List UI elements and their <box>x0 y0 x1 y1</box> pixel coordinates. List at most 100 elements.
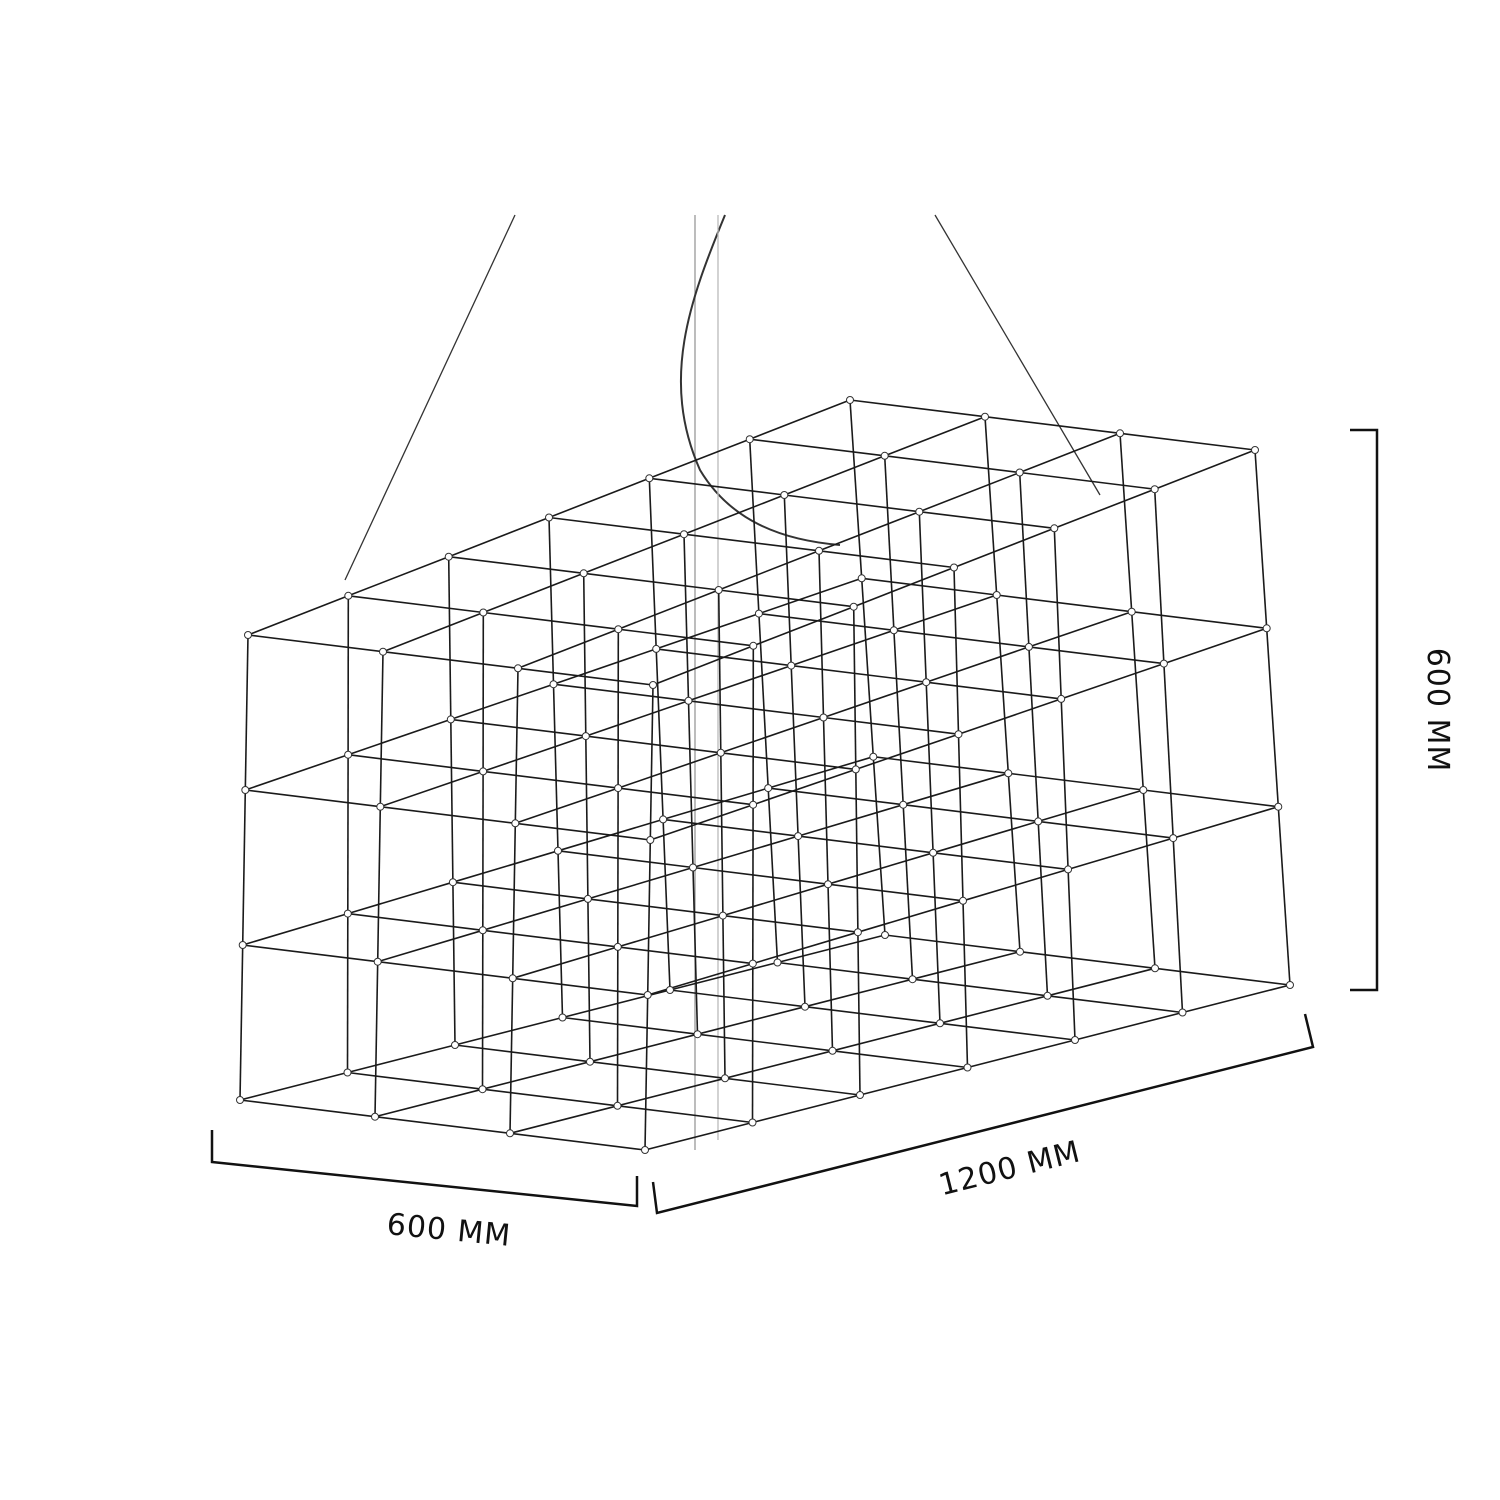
frame-rod-depth <box>688 700 824 719</box>
frame-joint <box>754 609 763 618</box>
frame-joint <box>745 435 754 444</box>
frame-joint <box>764 784 773 793</box>
frame-rod-vertical <box>376 806 382 962</box>
frame-joint <box>373 957 382 966</box>
frame-rod-vertical <box>1007 773 1021 952</box>
frame-rod-length <box>1074 1011 1183 1041</box>
frame-joint <box>693 1030 702 1039</box>
frame-rod-vertical <box>818 550 825 718</box>
frame-rod-length <box>652 645 754 686</box>
frame-rod-vertical <box>918 511 927 683</box>
frame-rod-vertical <box>687 700 694 868</box>
frame-rod-vertical <box>683 534 690 701</box>
frame-joint <box>749 641 758 650</box>
frame-rod-vertical <box>511 823 517 979</box>
frame-rod-vertical <box>797 836 806 1007</box>
frame-rod-depth <box>903 803 1039 823</box>
frame-rod-depth <box>798 835 934 854</box>
frame-joint <box>1159 659 1168 668</box>
frame-joint <box>1151 964 1159 973</box>
frame-rod-length <box>784 455 885 496</box>
frame-rod-depth <box>347 1071 483 1090</box>
frame-rod-length <box>662 787 769 821</box>
frame-rod-depth <box>374 1115 511 1135</box>
frame-rod-vertical <box>450 719 454 883</box>
frame-rod-depth <box>483 611 619 630</box>
frame-rod-length <box>1037 789 1144 823</box>
frame-joint <box>748 1118 757 1127</box>
frame-rod-vertical <box>872 756 886 936</box>
frame-joint <box>344 591 353 600</box>
frame-joint <box>915 507 924 516</box>
frame-rod-depth <box>649 477 785 496</box>
frame-rod-vertical <box>1067 869 1076 1041</box>
frame-rod-vertical <box>1119 433 1133 612</box>
frame-rod-depth <box>380 805 516 825</box>
frame-rod-depth <box>893 629 1029 648</box>
frame-joint <box>819 713 828 722</box>
frame-joint <box>1064 865 1073 874</box>
frame-rod-length <box>509 1105 618 1135</box>
frame-rod-length <box>553 648 657 685</box>
frame-rod-length <box>512 946 619 980</box>
frame-rod-vertical <box>1060 698 1069 870</box>
height-label: 600 MM <box>1420 648 1455 773</box>
frame-joint <box>922 678 931 687</box>
frame-joint <box>794 832 803 841</box>
frame-rod-depth <box>617 1105 753 1124</box>
frame-joint <box>849 602 858 611</box>
frame-rod-length <box>618 589 719 630</box>
frame-rod-depth <box>683 533 820 552</box>
frame-joint <box>643 991 652 999</box>
frame-joint <box>659 815 668 824</box>
frame-rod-depth <box>669 989 806 1008</box>
frame-rod-depth <box>347 912 483 932</box>
frame-joint <box>1034 817 1043 826</box>
frame-rod-vertical <box>852 606 857 770</box>
frame-joint <box>963 1063 972 1072</box>
frame-rod-vertical <box>655 648 664 820</box>
frame-rod-length <box>1047 967 1156 997</box>
frame-joint <box>1015 468 1024 477</box>
frame-rod-vertical <box>720 752 724 916</box>
frame-rod-depth <box>818 550 955 569</box>
frame-rod-depth <box>245 789 381 808</box>
frame-rod-depth <box>583 572 719 591</box>
frame-rod-length <box>647 962 754 996</box>
frame-rod-depth <box>722 914 858 933</box>
frame-joint <box>641 1146 649 1154</box>
frame-rod-length <box>483 572 584 614</box>
frame-joint <box>343 909 352 918</box>
frame-rod-vertical <box>1142 789 1156 969</box>
frame-rod-depth <box>791 664 927 683</box>
frame-joint <box>479 767 488 776</box>
frame-rod-vertical <box>587 898 591 1062</box>
frame-rod-depth <box>450 718 586 737</box>
frame-rod-vertical <box>1053 528 1062 699</box>
frame-rod-depth <box>749 438 885 457</box>
frame-joint <box>880 451 889 460</box>
frame-rod-vertical <box>783 494 792 666</box>
frame-joint <box>379 647 387 656</box>
frame-joint <box>824 880 832 889</box>
frame-rod-vertical <box>646 839 652 996</box>
frame-joint <box>853 928 862 937</box>
frame-rod-length <box>919 471 1020 513</box>
frame-joint <box>851 765 860 774</box>
frame-rod-depth <box>553 683 689 702</box>
frame-rod-depth <box>482 1088 618 1107</box>
frame-joint <box>511 819 520 828</box>
frame-rod-length <box>912 950 1021 980</box>
frame-rod-length <box>617 1077 726 1107</box>
frame-joint <box>1057 694 1066 703</box>
frame-joint <box>558 1013 567 1022</box>
frame-rod-depth <box>984 415 1121 435</box>
frame-joint <box>815 546 823 555</box>
frame-joint <box>1286 981 1294 989</box>
frame-joint <box>1043 991 1052 1000</box>
frame-rod-depth <box>515 822 651 841</box>
frame-rod-depth <box>239 1099 376 1118</box>
frame-joint <box>846 396 854 404</box>
frame-joint <box>554 846 562 855</box>
